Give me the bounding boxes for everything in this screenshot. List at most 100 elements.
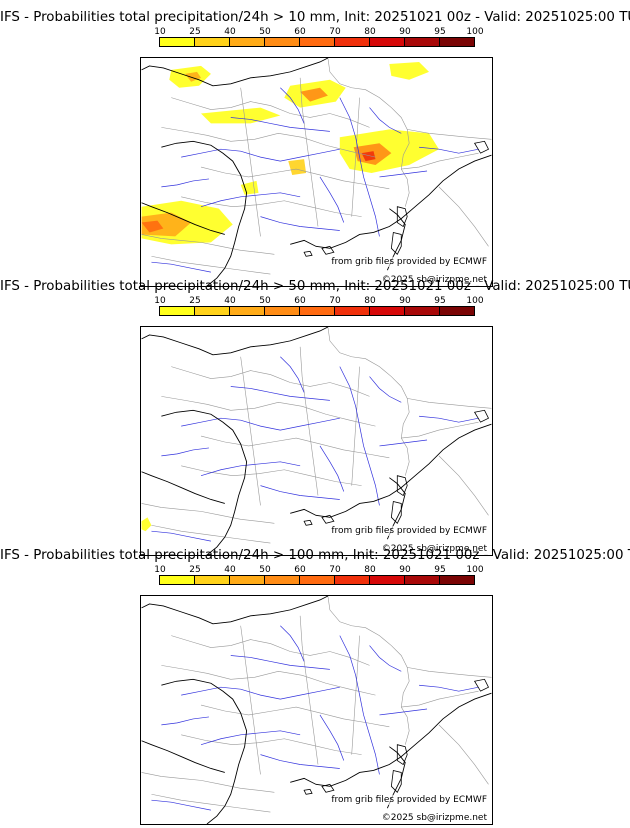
colorbar-tick: 80 [364, 27, 376, 37]
admin-border [407, 398, 492, 409]
source-credit: from grib files provided by ECMWF [331, 526, 487, 536]
river [230, 386, 330, 401]
colorbar-segment [440, 38, 474, 46]
colorbar-segment [335, 576, 370, 584]
colorbar [159, 37, 475, 47]
precip-probability-area [361, 151, 376, 162]
colorbar-segment [405, 38, 440, 46]
coastline [290, 692, 492, 787]
admin-border [299, 346, 319, 496]
island [473, 678, 490, 692]
admin-border [240, 356, 261, 506]
map-frame: from grib files provided by ECMWF ©2025 … [140, 595, 493, 825]
colorbar-tick: 70 [329, 565, 341, 575]
river [161, 178, 209, 188]
coastline [161, 678, 248, 824]
admin-border [351, 97, 360, 217]
island [396, 744, 408, 766]
river [181, 417, 340, 431]
colorbar-tick: 25 [189, 565, 201, 575]
admin-border [438, 455, 489, 516]
france-map [141, 58, 492, 286]
source-credit: from grib files provided by ECMWF [331, 257, 487, 267]
admin-border [407, 667, 492, 678]
colorbar-segment [370, 38, 405, 46]
colorbar-tick: 95 [434, 296, 446, 306]
admin-border [161, 127, 376, 158]
precip-probability-area [141, 220, 164, 233]
colorbar-segment [335, 38, 370, 46]
island [321, 514, 335, 524]
colorbar-tick: 90 [399, 296, 411, 306]
colorbar-segment [335, 307, 370, 315]
colorbar-tick: 80 [364, 565, 376, 575]
colorbar-segment [265, 576, 300, 584]
river [379, 708, 428, 716]
island [390, 769, 402, 793]
colorbar-tick: 25 [189, 27, 201, 37]
river [151, 530, 211, 542]
colorbar-segment [230, 576, 265, 584]
admin-border [200, 435, 390, 459]
colorbar-tick: 40 [224, 565, 236, 575]
river [339, 366, 380, 506]
admin-border [438, 186, 489, 247]
colorbar [159, 575, 475, 585]
colorbar-tick: 40 [224, 296, 236, 306]
map-frame: from grib files provided by ECMWF ©2025 … [140, 326, 493, 556]
colorbar-tick: 60 [294, 27, 306, 37]
colorbar-segment [160, 38, 195, 46]
island [303, 250, 313, 257]
colorbar-tick: 50 [259, 27, 271, 37]
colorbar-segment [160, 576, 195, 584]
river [200, 192, 301, 208]
island [303, 519, 313, 526]
admin-border [351, 635, 360, 755]
colorbar-tick: 80 [364, 296, 376, 306]
panel-title: IFS - Probabilities total precipitation/… [0, 279, 630, 294]
colorbar-segment [300, 38, 335, 46]
river [419, 146, 479, 154]
river [200, 461, 301, 477]
river [161, 716, 209, 726]
land-background [141, 596, 492, 824]
panel-10mm: IFS - Probabilities total precipitation/… [0, 10, 630, 287]
colorbar-tick: 50 [259, 296, 271, 306]
admin-border [327, 596, 410, 745]
panel-50mm: IFS - Probabilities total precipitation/… [0, 279, 630, 556]
island [390, 500, 402, 524]
admin-border [151, 524, 271, 544]
river [260, 216, 340, 231]
admin-border [407, 129, 492, 140]
admin-border [438, 724, 489, 785]
river [319, 445, 345, 492]
precip-probability-area [300, 87, 328, 102]
colorbar-segment [230, 307, 265, 315]
river [369, 376, 402, 403]
river [419, 684, 479, 692]
colorbar-segment [440, 576, 474, 584]
admin-border [401, 152, 479, 170]
admin-border [151, 793, 271, 813]
coastline [141, 740, 225, 773]
island [396, 475, 408, 497]
coastline [141, 471, 225, 504]
panel-100mm: IFS - Probabilities total precipitation/… [0, 548, 630, 825]
colorbar-labels: 10 25 40 50 60 70 80 90 95 100 [154, 565, 483, 575]
admin-border [171, 97, 370, 128]
admin-border [151, 255, 271, 275]
admin-border [200, 166, 390, 190]
colorbar-tick: 10 [154, 296, 166, 306]
island [473, 140, 490, 154]
river [419, 415, 479, 423]
river [339, 97, 380, 237]
colorbar-tick: 95 [434, 565, 446, 575]
colorbar-segment [265, 38, 300, 46]
land-background [141, 327, 492, 555]
copyright-credit: ©2025 sb@irizpme.net [381, 813, 487, 823]
colorbar-tick: 25 [189, 296, 201, 306]
admin-border [327, 327, 410, 476]
river [339, 635, 380, 775]
river [280, 87, 305, 124]
map-frame: from grib files provided by ECMWF ©2025 … [140, 57, 493, 287]
